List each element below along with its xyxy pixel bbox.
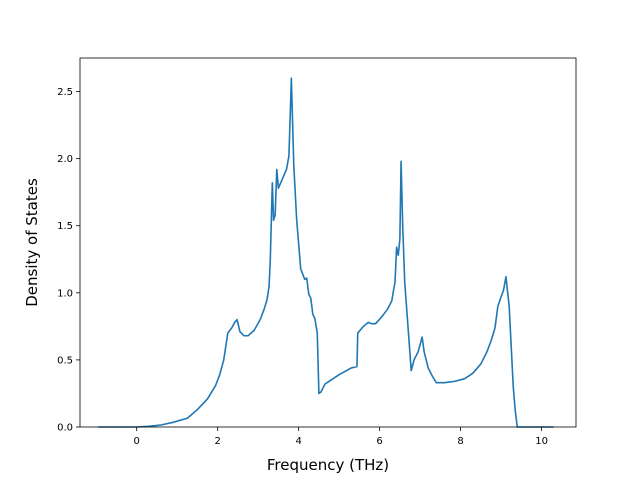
y-tick-label: 2.5 xyxy=(57,87,73,98)
y-axis: 0.0 0.5 1.0 1.5 2.0 2.5 xyxy=(57,87,80,434)
plot-area xyxy=(98,77,554,428)
x-tick-label: 4 xyxy=(295,436,301,447)
dos-series-line xyxy=(98,77,554,428)
x-tick-label: 6 xyxy=(376,436,382,447)
x-tick-label: 0 xyxy=(133,436,139,447)
y-tick-label: 0.5 xyxy=(57,355,73,366)
x-tick-label: 2 xyxy=(214,436,220,447)
y-tick-label: 1.5 xyxy=(57,221,73,232)
x-axis: 0 2 4 6 8 10 xyxy=(133,427,548,447)
y-tick-label: 0.0 xyxy=(57,423,73,434)
x-tick-label: 8 xyxy=(457,436,463,447)
plot-frame xyxy=(79,57,577,428)
x-axis-label: Frequency (THz) xyxy=(267,456,389,474)
x-tick-label: 10 xyxy=(535,436,548,447)
y-tick-label: 2.0 xyxy=(57,154,73,165)
y-axis-label: Density of States xyxy=(23,178,41,307)
y-tick-label: 1.0 xyxy=(57,288,73,299)
